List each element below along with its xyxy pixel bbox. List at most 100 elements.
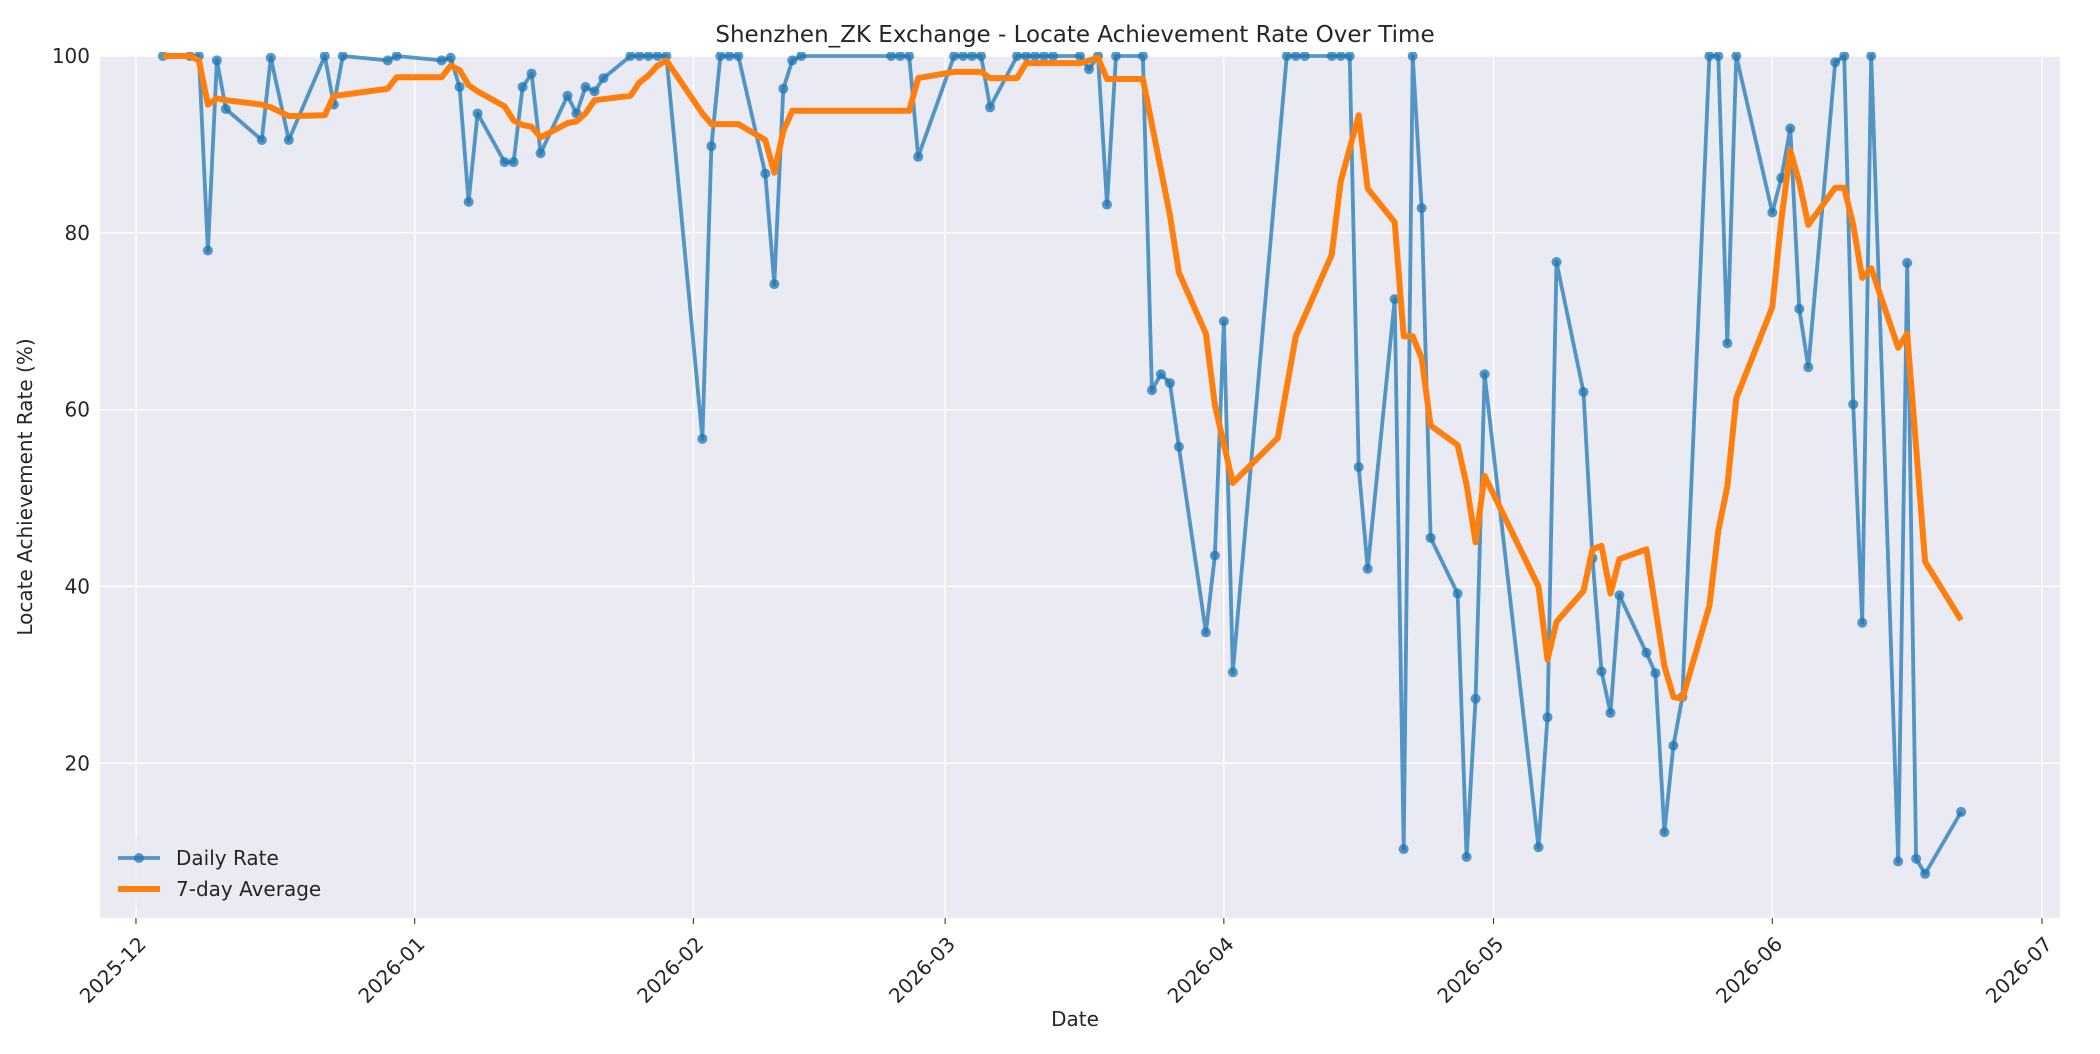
data-point-daily-rate <box>1902 257 1913 268</box>
data-point-daily-rate <box>895 52 906 61</box>
data-point-daily-rate <box>1218 316 1229 327</box>
data-point-daily-rate <box>697 433 708 444</box>
data-point-daily-rate <box>589 86 600 97</box>
data-point-daily-rate <box>1893 856 1904 867</box>
data-point-daily-rate <box>796 52 807 61</box>
data-point-daily-rate <box>499 157 510 168</box>
legend: Daily Rate 7-day Average <box>108 838 344 906</box>
data-point-daily-rate <box>1785 123 1796 134</box>
data-point-daily-rate <box>220 104 231 115</box>
data-point-daily-rate <box>967 52 978 61</box>
data-point-daily-rate <box>715 52 726 61</box>
data-point-daily-rate <box>1173 441 1184 452</box>
data-point-daily-rate <box>1830 57 1841 68</box>
x-tick-label: 2026-01 <box>353 932 429 1008</box>
legend-label-daily: Daily Rate <box>176 846 279 870</box>
chart-title: Shenzhen_ZK Exchange - Locate Achievemen… <box>715 22 1434 48</box>
data-point-daily-rate <box>1164 378 1175 389</box>
data-point-daily-rate <box>1479 369 1490 380</box>
x-tick-label: 2026-04 <box>1163 932 1239 1008</box>
data-point-daily-rate <box>769 279 780 290</box>
data-point-daily-rate <box>265 52 276 63</box>
data-point-daily-rate <box>1039 52 1050 61</box>
data-point-daily-rate <box>562 90 573 101</box>
data-point-daily-rate <box>256 134 267 145</box>
y-tick-label: 60 <box>65 398 90 422</box>
data-point-daily-rate <box>1461 851 1472 862</box>
y-tick-label: 40 <box>65 574 90 598</box>
data-point-daily-rate <box>778 83 789 94</box>
data-point-daily-rate <box>904 52 915 61</box>
data-point-daily-rate <box>1101 199 1112 210</box>
data-point-daily-rate <box>598 73 609 84</box>
series-line-seven-day-average <box>162 53 1964 702</box>
data-point-daily-rate <box>787 55 798 66</box>
data-point-daily-rate <box>1452 588 1463 599</box>
data-point-daily-rate <box>211 55 222 66</box>
x-axis: 2025-12 2026-01 2026-02 2026-03 2026-04 2026-… <box>75 918 2057 1008</box>
data-point-daily-rate <box>1083 64 1094 75</box>
data-point-daily-rate <box>1956 806 1967 817</box>
y-tick-label: 20 <box>65 751 90 775</box>
y-tick-label: 80 <box>65 221 90 245</box>
data-point-daily-rate <box>1596 666 1607 677</box>
data-point-daily-rate <box>1398 844 1409 855</box>
data-point-daily-rate <box>1146 385 1157 396</box>
data-point-daily-rate <box>1030 52 1041 61</box>
data-point-daily-rate <box>1578 386 1589 397</box>
y-tick-label: 100 <box>52 44 90 68</box>
data-point-daily-rate <box>1767 207 1778 218</box>
data-point-daily-rate <box>1614 590 1625 601</box>
data-point-daily-rate <box>202 245 213 256</box>
data-point-daily-rate <box>1110 52 1121 61</box>
data-point-daily-rate <box>319 52 330 61</box>
data-point-daily-rate <box>1407 52 1418 61</box>
x-tick-label: 2026-05 <box>1432 932 1508 1008</box>
data-point-daily-rate <box>436 55 447 66</box>
x-axis-label: Date <box>1051 1007 1099 1031</box>
data-point-daily-rate <box>445 52 456 63</box>
data-point-daily-rate <box>1731 52 1742 61</box>
data-point-daily-rate <box>1155 369 1166 380</box>
data-point-daily-rate <box>1137 52 1148 61</box>
data-point-daily-rate <box>643 52 654 61</box>
data-point-daily-rate <box>1048 52 1059 61</box>
data-point-daily-rate <box>1848 399 1859 410</box>
data-point-daily-rate <box>1533 842 1544 853</box>
data-point-daily-rate <box>1911 853 1922 864</box>
data-point-daily-rate <box>1389 294 1400 305</box>
data-point-daily-rate <box>1839 52 1850 61</box>
x-tick-label: 2026-06 <box>1711 932 1787 1008</box>
data-point-daily-rate <box>1803 362 1814 373</box>
data-point-daily-rate <box>1650 668 1661 679</box>
data-point-daily-rate <box>1335 52 1346 61</box>
data-point-daily-rate <box>1075 52 1085 61</box>
data-point-daily-rate <box>760 168 771 179</box>
data-point-daily-rate <box>1542 712 1553 723</box>
data-point-daily-rate <box>733 52 744 61</box>
data-point-daily-rate <box>625 52 636 61</box>
data-point-daily-rate <box>1794 303 1805 314</box>
data-point-daily-rate <box>526 68 537 79</box>
x-tick-label: 2026-02 <box>632 932 708 1008</box>
x-tick-label: 2026-03 <box>884 932 960 1008</box>
data-point-daily-rate <box>1866 52 1877 61</box>
data-point-daily-rate <box>1659 827 1670 838</box>
data-point-daily-rate <box>724 52 735 61</box>
y-axis-label: Locate Achievement Rate (%) <box>13 338 37 635</box>
series-layer <box>157 52 1967 879</box>
data-point-daily-rate <box>391 52 402 61</box>
data-point-daily-rate <box>454 81 465 92</box>
data-point-daily-rate <box>337 52 348 61</box>
data-point-daily-rate <box>580 81 591 92</box>
y-axis: 20 40 60 80 100 <box>52 44 90 775</box>
data-point-daily-rate <box>1326 52 1337 61</box>
data-point-daily-rate <box>1605 707 1616 718</box>
legend-marker-daily <box>134 853 144 863</box>
x-tick-label: 2025-12 <box>75 932 151 1008</box>
data-point-daily-rate <box>535 148 546 159</box>
data-point-daily-rate <box>985 102 996 113</box>
data-point-daily-rate <box>1722 338 1733 349</box>
data-point-daily-rate <box>949 52 960 61</box>
